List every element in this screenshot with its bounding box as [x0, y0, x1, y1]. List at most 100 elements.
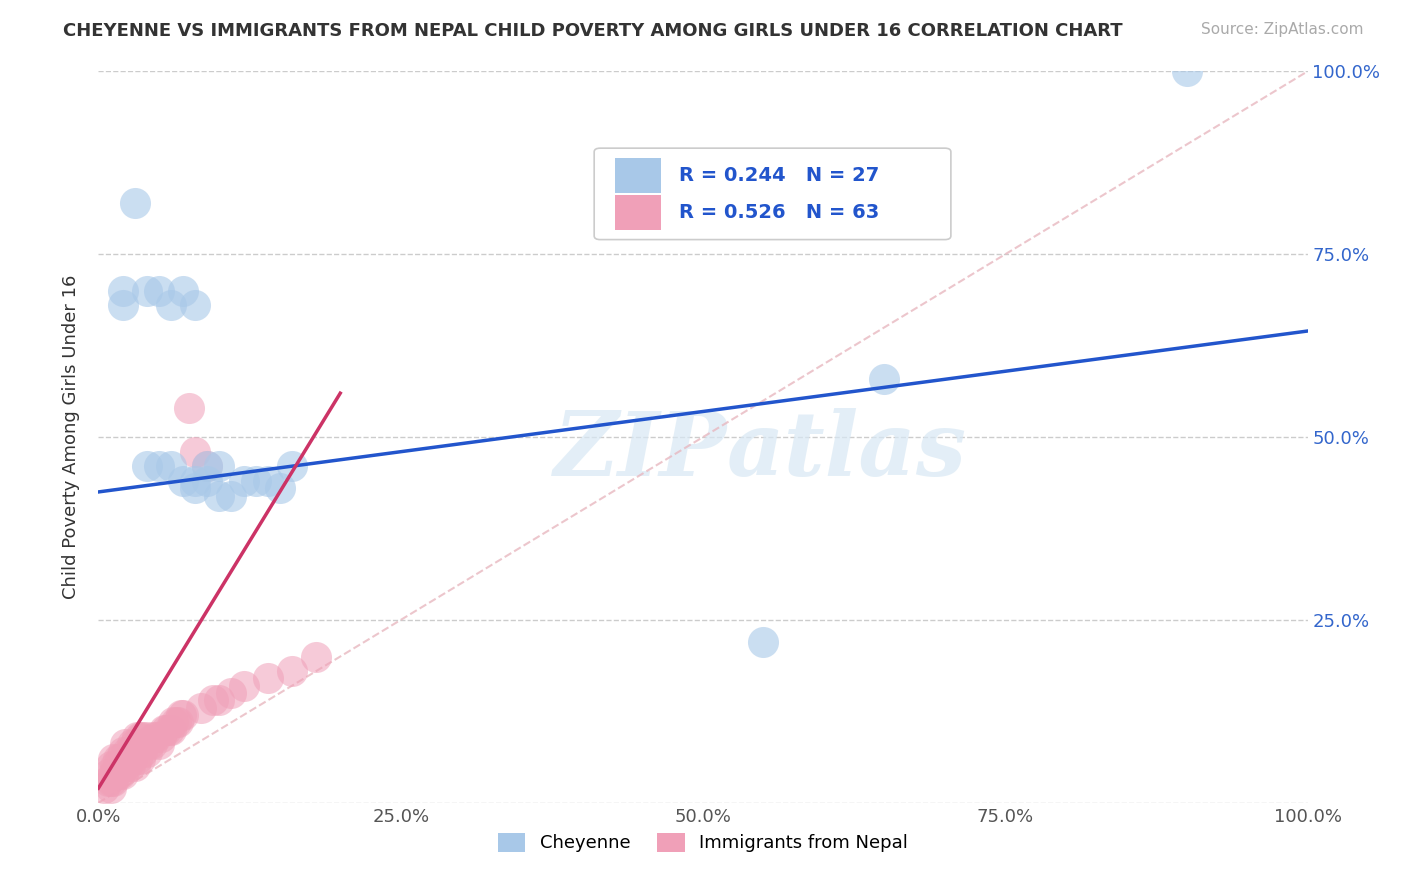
Point — [190, 700, 212, 714]
Point — [143, 730, 166, 744]
Point — [184, 481, 207, 495]
Point — [221, 489, 243, 503]
Point — [138, 737, 160, 751]
Text: ZIP: ZIP — [554, 409, 727, 495]
Point — [104, 766, 127, 780]
Point — [131, 730, 153, 744]
Point — [145, 730, 167, 744]
Point — [135, 284, 157, 298]
Point — [111, 766, 134, 780]
Point — [97, 773, 120, 788]
Point — [208, 693, 231, 707]
Point — [114, 759, 136, 773]
Point — [117, 759, 139, 773]
Text: atlas: atlas — [727, 409, 967, 495]
Point — [150, 730, 173, 744]
Point — [135, 730, 157, 744]
Point — [100, 773, 122, 788]
Point — [101, 773, 124, 788]
Point — [107, 752, 129, 766]
Point — [305, 649, 328, 664]
Point — [141, 737, 163, 751]
Y-axis label: Child Poverty Among Girls Under 16: Child Poverty Among Girls Under 16 — [62, 275, 80, 599]
Point — [752, 635, 775, 649]
Point — [232, 474, 254, 488]
Point — [135, 459, 157, 474]
Point — [127, 730, 149, 744]
FancyBboxPatch shape — [614, 194, 661, 230]
Point — [108, 752, 131, 766]
Point — [134, 737, 156, 751]
Point — [873, 371, 896, 385]
Point — [195, 459, 218, 474]
Point — [121, 737, 143, 751]
Point — [160, 459, 183, 474]
Point — [101, 766, 124, 780]
Point — [195, 474, 218, 488]
Point — [195, 459, 218, 474]
Point — [97, 766, 120, 780]
Point — [1175, 64, 1198, 78]
Point — [128, 730, 150, 744]
Point — [208, 459, 231, 474]
Point — [184, 444, 207, 458]
Point — [100, 759, 122, 773]
Point — [184, 298, 207, 312]
Point — [111, 284, 134, 298]
Text: Source: ZipAtlas.com: Source: ZipAtlas.com — [1201, 22, 1364, 37]
Point — [245, 474, 267, 488]
Point — [128, 752, 150, 766]
Point — [256, 672, 278, 686]
Text: R = 0.244   N = 27: R = 0.244 N = 27 — [679, 166, 879, 185]
Point — [172, 284, 194, 298]
Point — [152, 723, 174, 737]
Point — [281, 459, 304, 474]
Point — [202, 693, 225, 707]
Point — [108, 766, 131, 780]
Point — [114, 737, 136, 751]
Point — [157, 723, 180, 737]
Point — [118, 745, 141, 759]
Point — [100, 781, 122, 796]
Point — [127, 752, 149, 766]
Point — [269, 481, 291, 495]
Point — [232, 679, 254, 693]
Point — [172, 708, 194, 723]
Point — [172, 474, 194, 488]
FancyBboxPatch shape — [595, 148, 950, 240]
Point — [131, 745, 153, 759]
Point — [184, 474, 207, 488]
Point — [148, 737, 170, 751]
Point — [111, 745, 134, 759]
Point — [160, 723, 183, 737]
Point — [281, 664, 304, 678]
Point — [111, 298, 134, 312]
Point — [124, 737, 146, 751]
Point — [111, 759, 134, 773]
Legend: Cheyenne, Immigrants from Nepal: Cheyenne, Immigrants from Nepal — [491, 826, 915, 860]
Point — [118, 759, 141, 773]
Point — [162, 715, 184, 730]
Point — [148, 284, 170, 298]
Point — [165, 715, 187, 730]
Point — [179, 401, 201, 415]
Point — [124, 759, 146, 773]
Point — [148, 459, 170, 474]
Point — [167, 715, 190, 730]
Point — [104, 759, 127, 773]
Point — [107, 766, 129, 780]
FancyBboxPatch shape — [614, 158, 661, 193]
Point — [155, 723, 177, 737]
Point — [121, 752, 143, 766]
Point — [93, 781, 115, 796]
Point — [160, 298, 183, 312]
Point — [256, 474, 278, 488]
Point — [169, 708, 191, 723]
Point — [221, 686, 243, 700]
Point — [124, 196, 146, 211]
Point — [117, 745, 139, 759]
Point — [135, 745, 157, 759]
Text: R = 0.526   N = 63: R = 0.526 N = 63 — [679, 202, 879, 222]
Point — [208, 489, 231, 503]
Text: CHEYENNE VS IMMIGRANTS FROM NEPAL CHILD POVERTY AMONG GIRLS UNDER 16 CORRELATION: CHEYENNE VS IMMIGRANTS FROM NEPAL CHILD … — [63, 22, 1123, 40]
